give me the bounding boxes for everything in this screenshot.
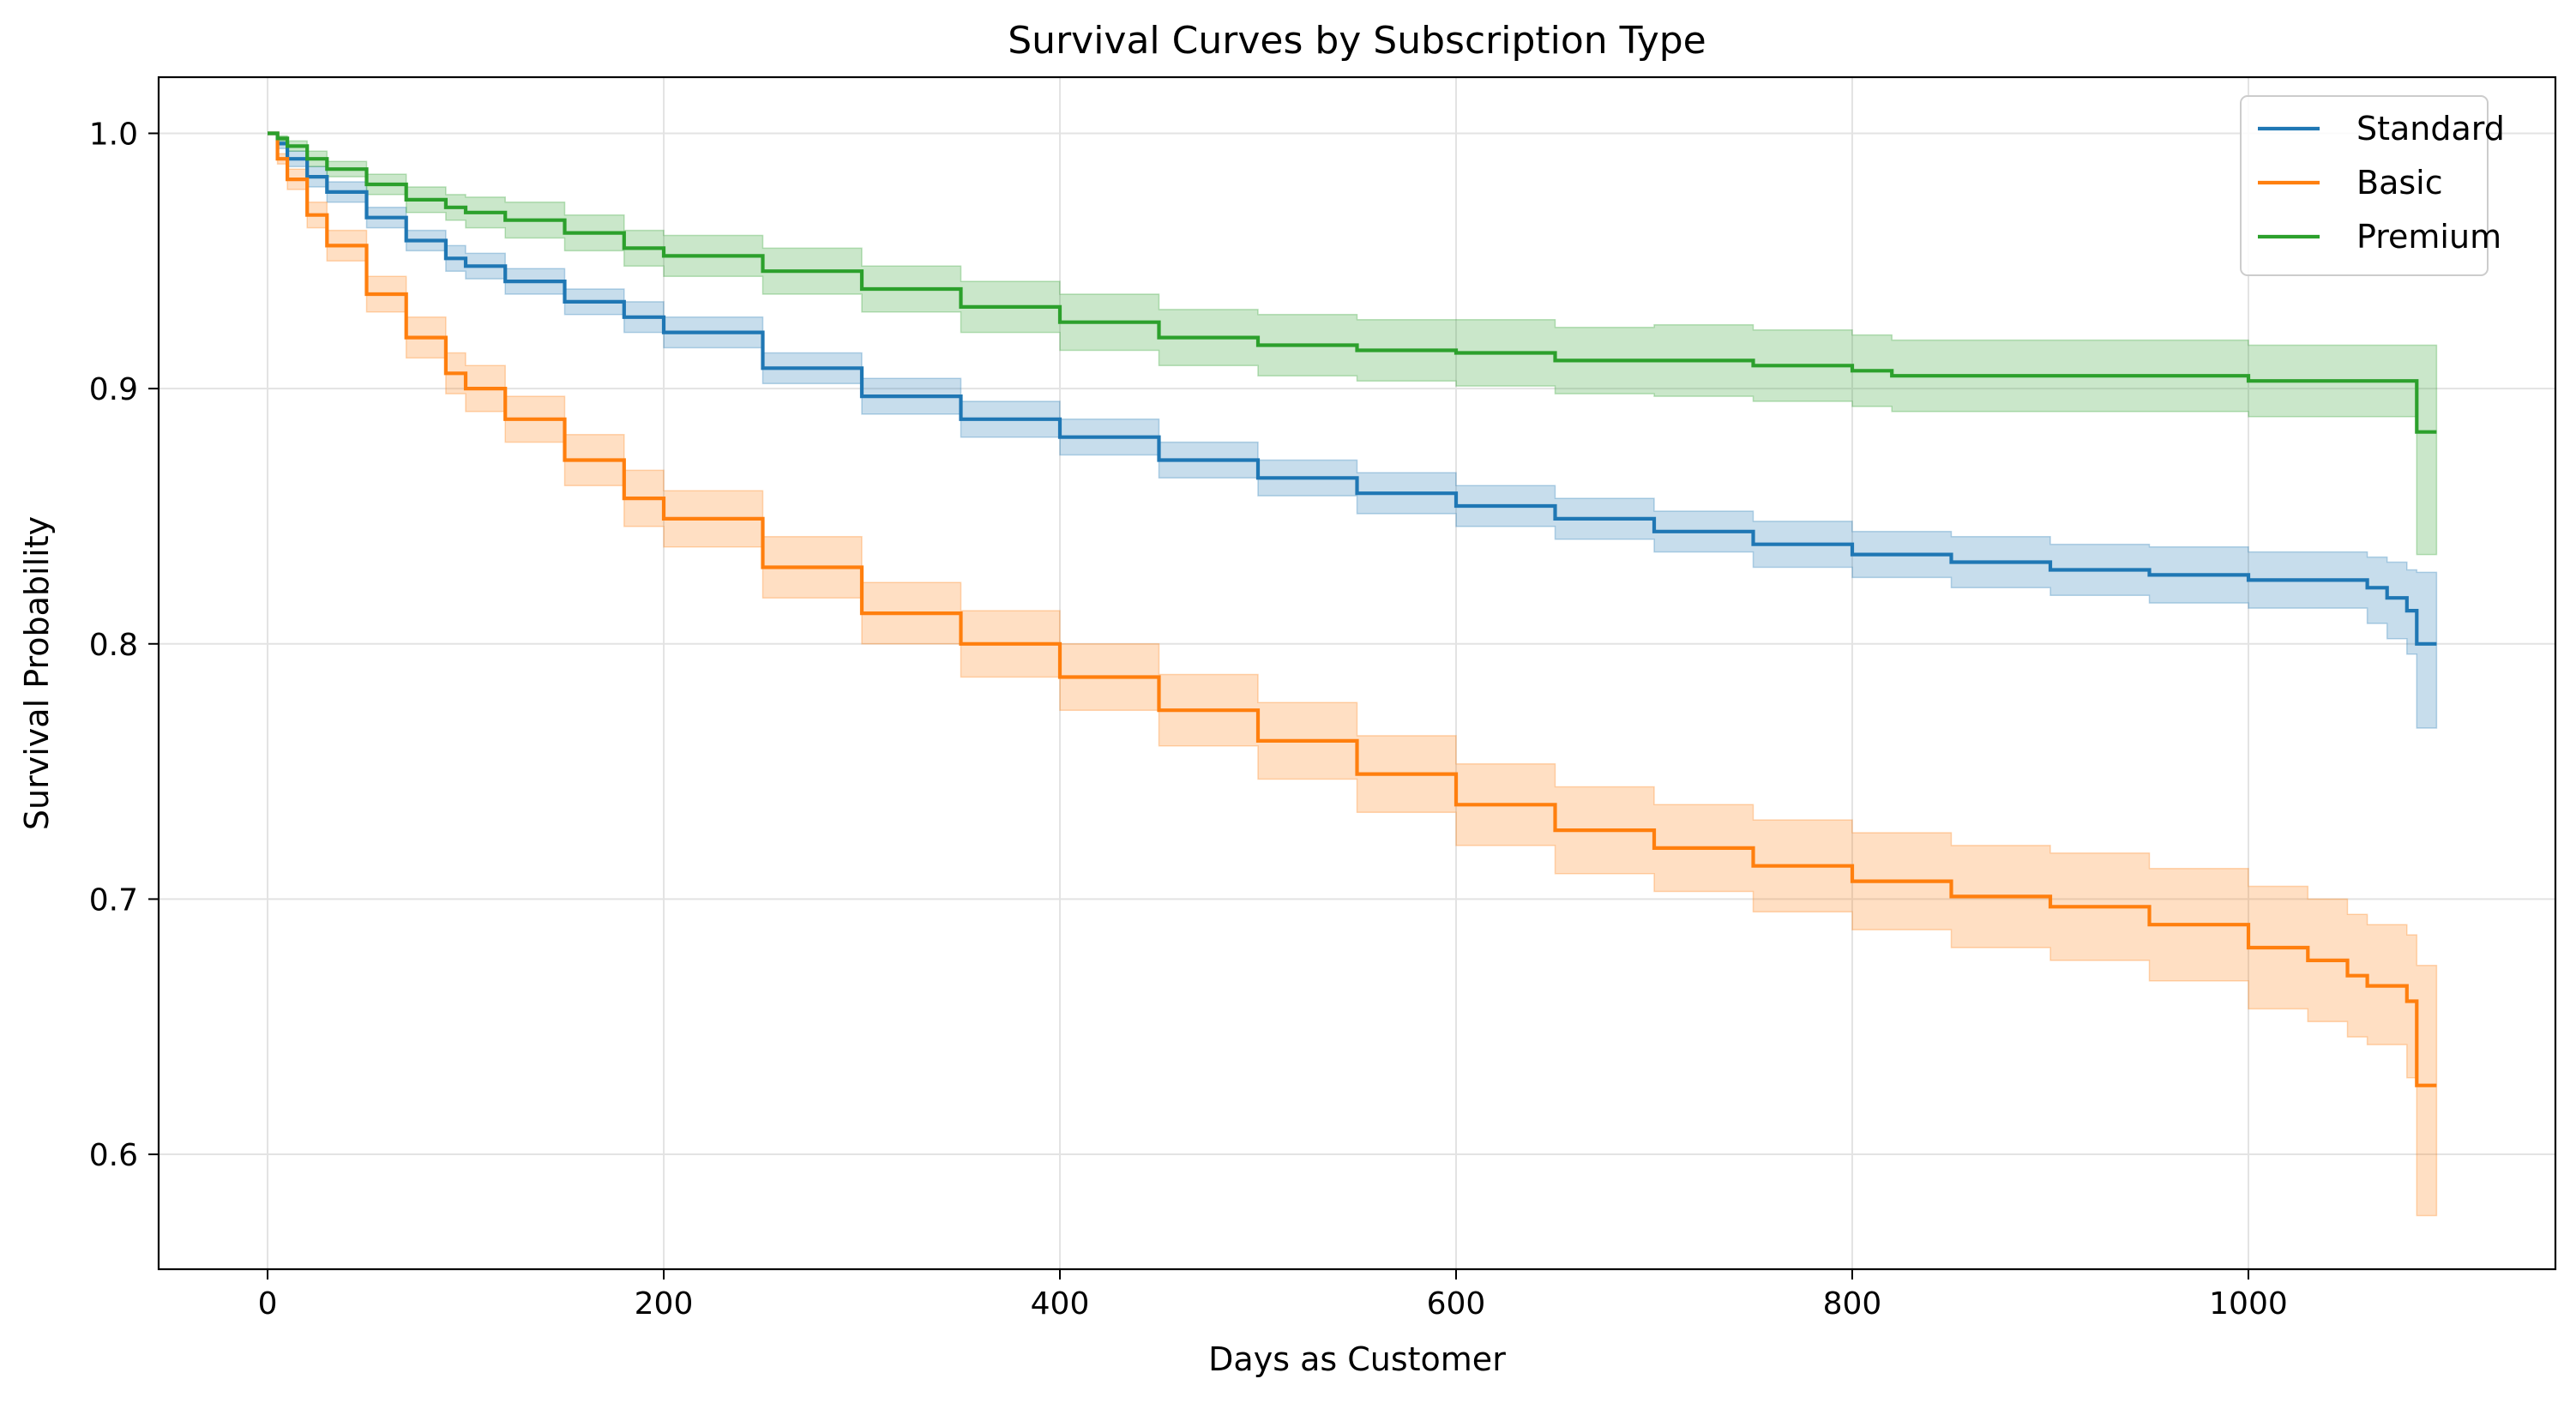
confidence-band-standard <box>268 132 2438 729</box>
legend-label-standard: Standard <box>2356 110 2505 148</box>
legend-box <box>2240 95 2489 276</box>
axis-ticks: 0 200 400 600 800 1000 0.6 0.7 0.8 0.9 1.0 <box>89 117 2288 1322</box>
x-tick-label: 200 <box>635 1286 694 1322</box>
confidence-band-basic <box>268 132 2438 1217</box>
series-line-standard <box>268 131 2437 646</box>
y-tick-label: 0.9 <box>89 372 138 407</box>
series-line-premium <box>268 131 2437 434</box>
x-tick-label: 1000 <box>2209 1286 2288 1322</box>
y-axis-label: Survival Probability <box>18 516 56 830</box>
plot-frame <box>157 75 2557 1271</box>
y-tick-label: 0.8 <box>89 628 138 663</box>
y-tick-label: 0.7 <box>89 882 138 918</box>
series-line-basic <box>268 131 2437 1087</box>
legend-label-basic: Basic <box>2356 164 2443 202</box>
y-tick-label: 1.0 <box>89 117 138 152</box>
x-tick-label: 0 <box>258 1286 278 1322</box>
chart-title: Survival Curves by Subscription Type <box>1008 19 1706 63</box>
y-tick-label: 0.6 <box>89 1138 138 1173</box>
x-tick-label: 600 <box>1427 1286 1486 1322</box>
survival-lines <box>268 131 2437 1087</box>
legend-label-premium: Premium <box>2356 218 2501 256</box>
x-axis-label: Days as Customer <box>1208 1340 1506 1378</box>
x-tick-label: 800 <box>1823 1286 1882 1322</box>
x-tick-label: 400 <box>1031 1286 1090 1322</box>
legend: Standard Basic Premium <box>2240 95 2505 276</box>
